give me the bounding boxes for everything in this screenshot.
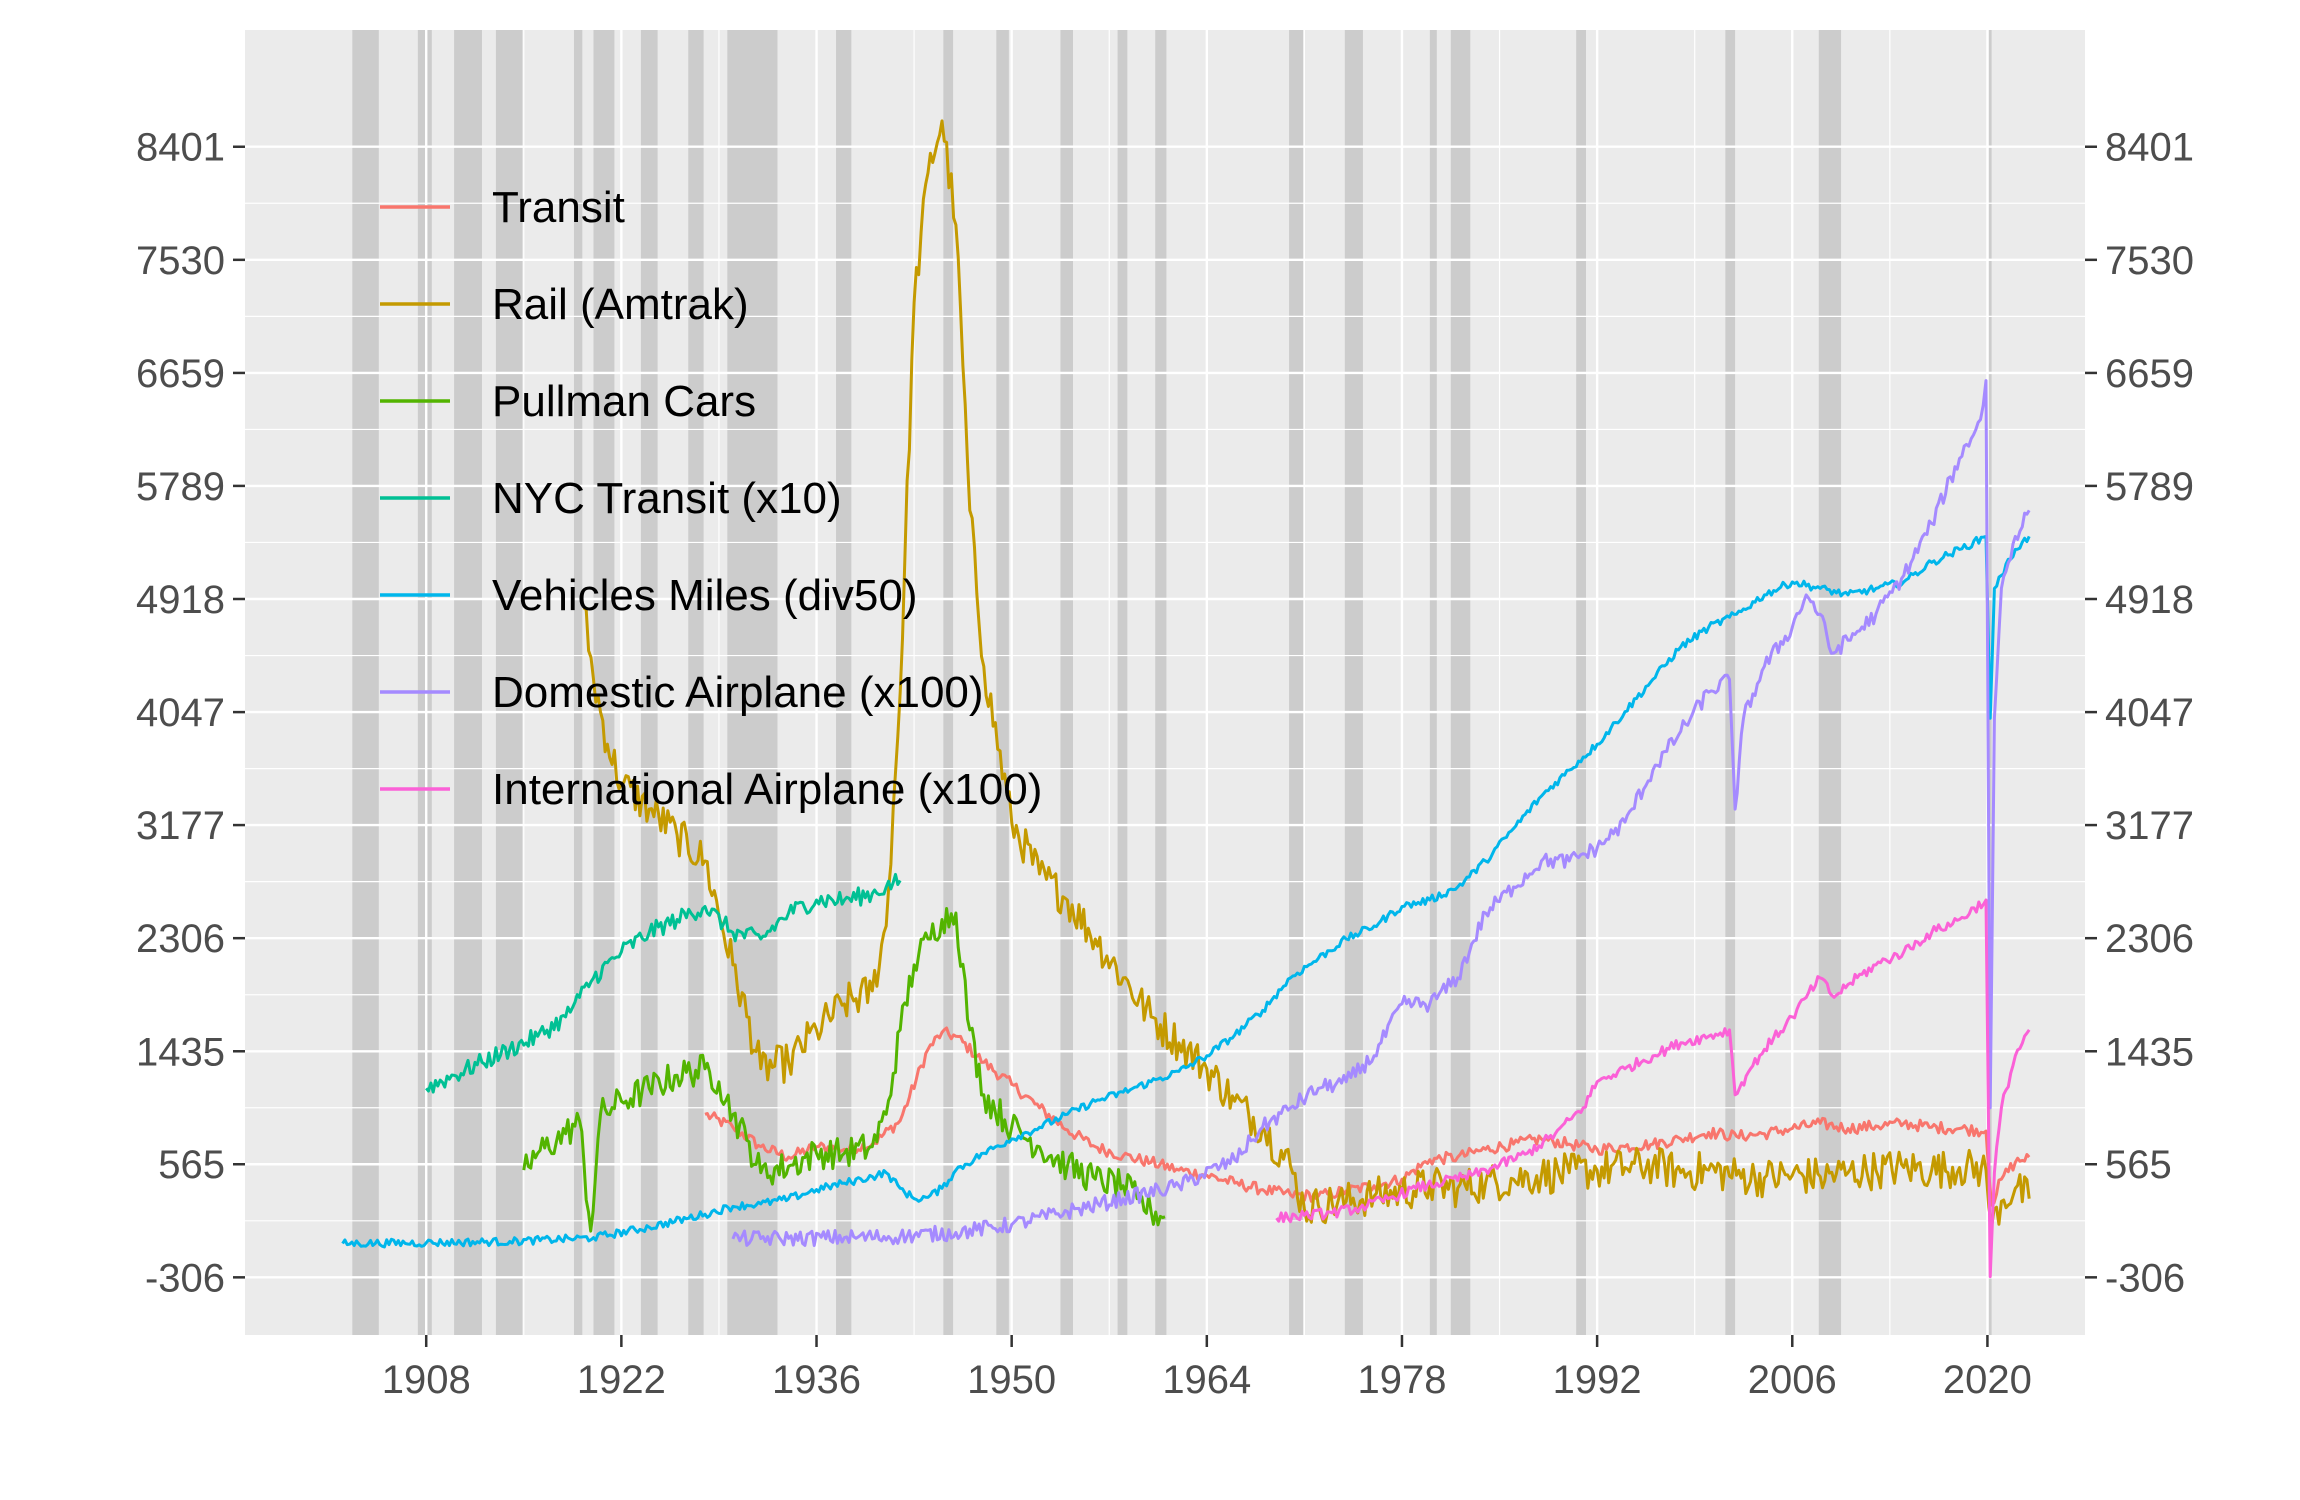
recession-band <box>640 30 658 1335</box>
x-tick-label: 2020 <box>1943 1358 2032 1402</box>
recession-band <box>943 30 954 1335</box>
recession-band <box>593 30 615 1335</box>
y-tick-label-left: 8401 <box>136 126 225 170</box>
legend-label-4: Vehicles Miles (div50) <box>492 571 918 620</box>
recession-band <box>1429 30 1437 1335</box>
x-tick-label: 1950 <box>967 1358 1056 1402</box>
y-tick-label-right: 4918 <box>2105 578 2194 622</box>
recession-band <box>417 30 432 1335</box>
y-tick-label-right: 4047 <box>2105 691 2194 735</box>
series-line-3 <box>425 872 902 1094</box>
x-tick-label: 1908 <box>382 1358 471 1402</box>
y-tick-label-left: 6659 <box>136 352 225 396</box>
recession-band <box>352 30 379 1335</box>
legend-label-3: NYC Transit (x10) <box>492 474 842 523</box>
x-tick-label: 1922 <box>577 1358 666 1402</box>
y-tick-label-right: 6659 <box>2105 352 2194 396</box>
recession-band <box>1117 30 1128 1335</box>
recession-band <box>1289 30 1303 1335</box>
y-tick-label-right: 8401 <box>2105 126 2194 170</box>
y-tick-label-left: 3177 <box>136 804 225 848</box>
x-tick-label: 1964 <box>1162 1358 1251 1402</box>
x-tick-label: 2006 <box>1748 1358 1837 1402</box>
recession-band <box>1060 30 1073 1335</box>
recession-band <box>688 30 704 1335</box>
recession-band <box>1576 30 1586 1335</box>
y-tick-label-right: 1435 <box>2105 1030 2194 1074</box>
y-tick-label-left: 2306 <box>136 917 225 961</box>
y-tick-label-left: 7530 <box>136 239 225 283</box>
recession-band <box>454 30 482 1335</box>
legend-label-1: Rail (Amtrak) <box>492 280 749 329</box>
x-tick-label: 1936 <box>772 1358 861 1402</box>
recession-band <box>1344 30 1363 1335</box>
axes: -306 -306 565 565 1435 1435 2306 2306 3177 3177 40… <box>136 126 2194 1402</box>
recession-band <box>996 30 1009 1335</box>
recession-band <box>1450 30 1471 1335</box>
y-tick-label-left: 565 <box>158 1143 225 1187</box>
recession-band <box>1155 30 1167 1335</box>
y-tick-label-right: 3177 <box>2105 804 2194 848</box>
series-line-2 <box>522 907 1166 1233</box>
series-lines <box>341 119 2031 1279</box>
recession-band <box>573 30 583 1335</box>
y-tick-label-right: 2306 <box>2105 917 2194 961</box>
y-tick-label-left: 4918 <box>136 578 225 622</box>
recession-band <box>1818 30 1842 1335</box>
legend-label-6: International Airplane (x100) <box>492 765 1042 814</box>
series-line-4 <box>341 534 2031 1249</box>
y-tick-label-right: -306 <box>2105 1256 2185 1300</box>
legend-label-0: Transit <box>492 183 625 232</box>
x-tick-label: 1978 <box>1357 1358 1446 1402</box>
legend-label-2: Pullman Cars <box>492 377 756 426</box>
recession-band <box>495 30 523 1335</box>
y-tick-label-left: 4047 <box>136 691 225 735</box>
y-tick-label-left: -306 <box>145 1256 225 1300</box>
y-tick-label-right: 565 <box>2105 1143 2172 1187</box>
x-tick-label: 1992 <box>1553 1358 1642 1402</box>
y-tick-label-left: 5789 <box>136 465 225 509</box>
y-tick-label-right: 5789 <box>2105 465 2194 509</box>
y-tick-label-left: 1435 <box>136 1030 225 1074</box>
series-line-5 <box>731 379 2031 1247</box>
series-line-6 <box>1275 898 2031 1279</box>
y-tick-label-right: 7530 <box>2105 239 2194 283</box>
legend: Transit Rail (Amtrak) Pullman Cars NYC Tran… <box>380 183 1042 814</box>
legend-label-5: Domestic Airplane (x100) <box>492 668 984 717</box>
series-line-0 <box>704 1026 2031 1207</box>
recession-shading <box>352 30 1992 1335</box>
grid-lines <box>245 30 2085 1335</box>
